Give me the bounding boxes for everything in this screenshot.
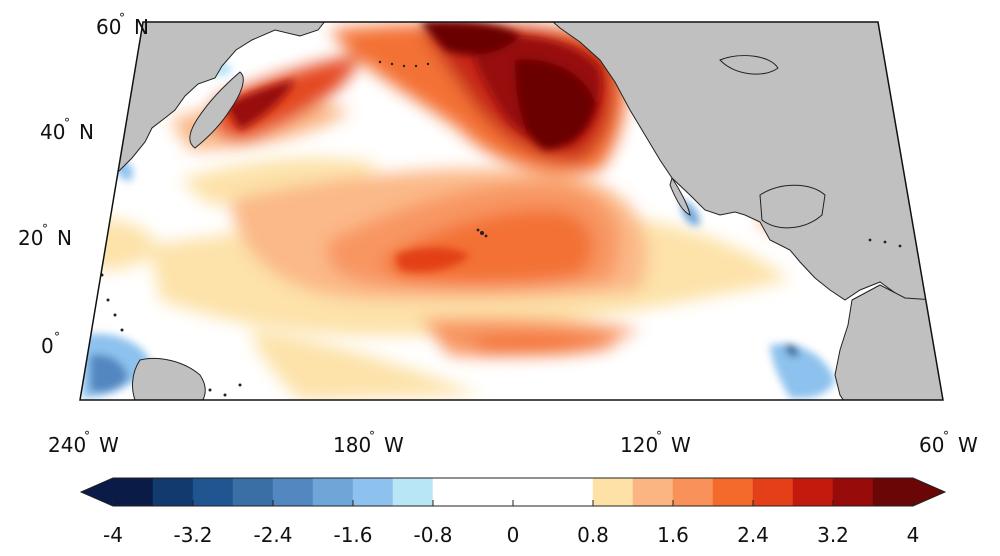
colorbar-tick-label: 3.2: [817, 523, 849, 547]
lat-degree-20: °: [42, 222, 48, 236]
lon-hemi-180: W: [384, 433, 404, 457]
lat-hemi-40: N: [79, 120, 94, 144]
lat-label-60: 60: [96, 15, 121, 39]
lat-hemi-60: N: [134, 15, 149, 39]
colorbar-bin: [192, 477, 234, 507]
lon-degree-120: °: [656, 429, 662, 443]
colorbar-bin: [232, 477, 274, 507]
lat-label-40: 40: [40, 120, 65, 144]
colorbar-bins: [79, 477, 947, 507]
colorbar-tick-label: 4: [907, 523, 920, 547]
lat-label-0: 0: [41, 334, 54, 358]
lon-label-240: 240: [48, 433, 86, 457]
colorbar-bin: [152, 477, 194, 507]
lon-label-60: 60: [919, 433, 944, 457]
colorbar-tick-label: -4: [103, 523, 123, 547]
lat-degree-60: °: [119, 11, 125, 25]
colorbar-tick-label: 2.4: [737, 523, 769, 547]
colorbar-bin: [752, 477, 794, 507]
colorbar-bin: [672, 477, 714, 507]
colorbar-bin: [392, 477, 434, 507]
colorbar-tick-label: -2.4: [253, 523, 292, 547]
lat-degree-40: °: [64, 116, 70, 130]
lon-hemi-120: W: [671, 433, 691, 457]
colorbar-bin: [872, 477, 946, 507]
colorbar-tick-label: -1.6: [333, 523, 372, 547]
australia-png: [132, 357, 206, 400]
colorbar-bin: [712, 477, 754, 507]
colorbar-ticks: -4 -3.2 -2.4 -1.6 -0.8 0 0.8 1.6 2.4 3.2 4: [103, 500, 919, 547]
colorbar-bin: [792, 477, 834, 507]
colorbar-bin: [832, 477, 874, 507]
lon-hemi-240: W: [99, 433, 119, 457]
colorbar-bin: [272, 477, 314, 507]
baja: [669, 176, 691, 216]
colorbar-bin: [592, 477, 634, 507]
lat-label-20: 20: [18, 226, 43, 250]
latitude-labels: 60 ° N 40 ° N 20 ° N 0 °: [18, 11, 149, 358]
map-frame: [79, 21, 944, 401]
map-area: 60 ° N 40 ° N 20 ° N 0 ° 240 ° W 180 ° W…: [18, 11, 978, 457]
lon-hemi-60: W: [958, 433, 978, 457]
longitude-labels: 240 ° W 180 ° W 120 ° W 60 ° W: [48, 429, 978, 457]
japan: [189, 71, 244, 149]
north-america: [543, 22, 943, 301]
colorbar-tick-label: 0: [507, 523, 520, 547]
colorbar-tick-label: -3.2: [173, 523, 212, 547]
lon-label-120: 120: [620, 433, 658, 457]
lat-hemi-20: N: [57, 226, 72, 250]
colorbar: -4 -3.2 -2.4 -1.6 -0.8 0 0.8 1.6 2.4 3.2 4: [79, 477, 947, 547]
lat-degree-0: °: [54, 330, 60, 344]
lon-label-180: 180: [333, 433, 371, 457]
colorbar-bin: [352, 477, 394, 507]
colorbar-tick-label: 0.8: [577, 523, 609, 547]
lon-degree-240: °: [84, 429, 90, 443]
colorbar-bin: [80, 477, 154, 507]
lon-degree-180: °: [369, 429, 375, 443]
colorbar-bin: [312, 477, 354, 507]
colorbar-bin: [632, 477, 674, 507]
lon-degree-60: °: [943, 429, 949, 443]
colorbar-tick-label: -0.8: [413, 523, 452, 547]
colorbar-tick-label: 1.6: [657, 523, 689, 547]
